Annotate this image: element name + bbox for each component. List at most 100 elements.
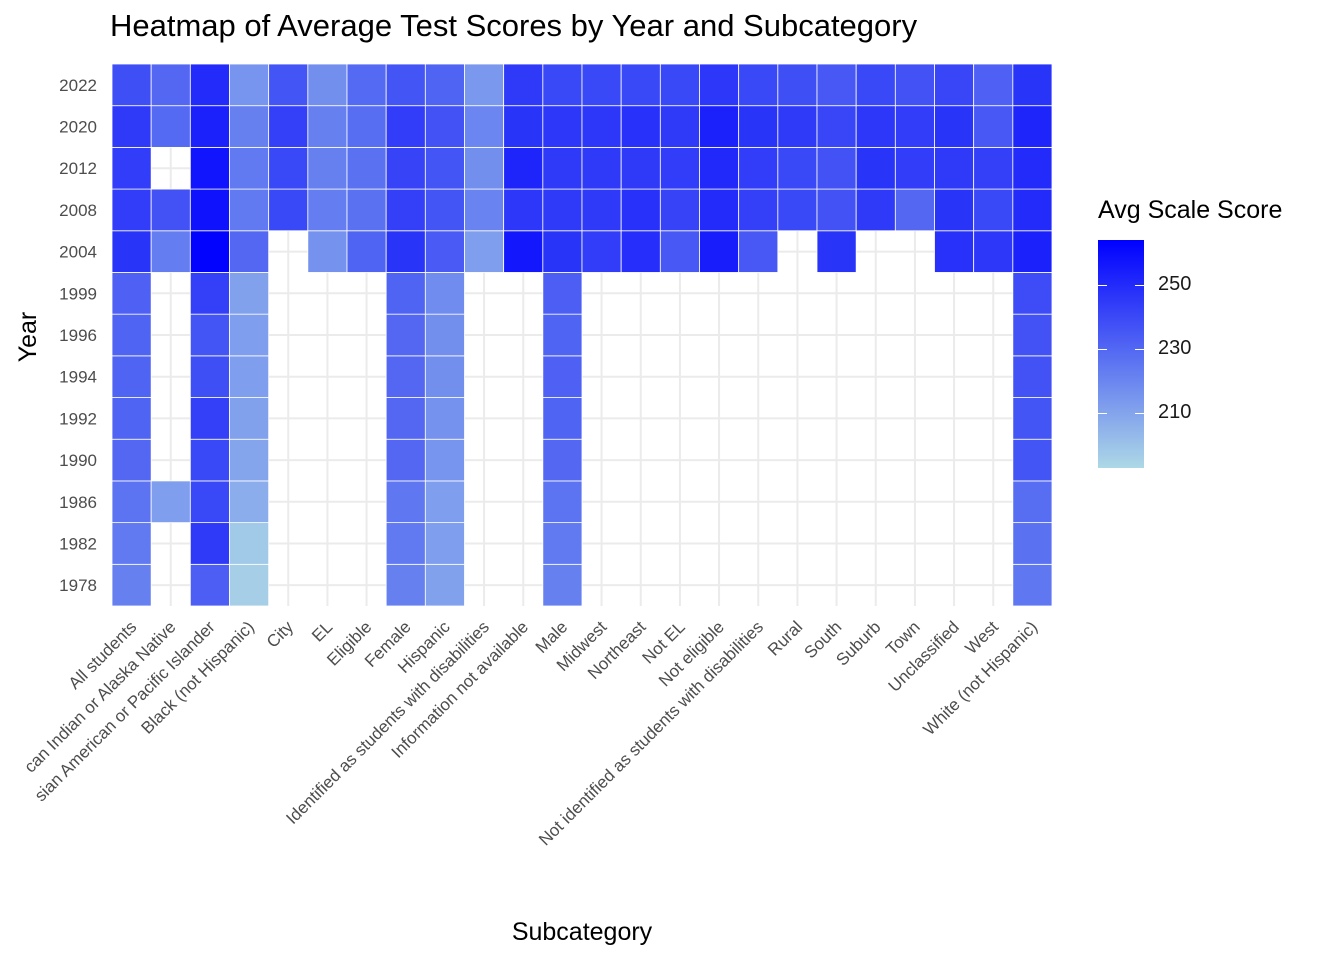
legend-title: Avg Scale Score [1098, 196, 1283, 224]
heatmap-cell [973, 230, 1014, 273]
heatmap-cell [542, 146, 583, 190]
heatmap-cell [934, 230, 975, 273]
heatmap-cell [1012, 563, 1053, 607]
y-tick-label: 1990 [59, 451, 97, 470]
heatmap-cell [464, 63, 505, 107]
heatmap-cell [620, 188, 661, 232]
heatmap-cell [111, 146, 152, 190]
heatmap-cell [111, 105, 152, 148]
heatmap-cell [424, 313, 465, 357]
heatmap-cell [424, 63, 465, 107]
heatmap-cell [111, 522, 152, 565]
heatmap-cell [738, 230, 779, 273]
y-tick-label: 2022 [59, 76, 97, 95]
heatmap-cell [307, 188, 348, 232]
heatmap-cell [385, 188, 426, 232]
heatmap-cell [934, 146, 975, 190]
heatmap-cell [464, 146, 505, 190]
heatmap-cell [542, 355, 583, 398]
heatmap-cell [189, 313, 230, 357]
heatmap-cell [620, 105, 661, 148]
heatmap-cell [307, 105, 348, 148]
heatmap-cell [268, 146, 309, 190]
legend-colorbar [1098, 240, 1144, 468]
heatmap-cell [1012, 63, 1053, 107]
x-tick-label: City [263, 617, 297, 651]
heatmap-cell [229, 230, 270, 273]
heatmap-cell [229, 272, 270, 315]
heatmap-cells [111, 63, 1053, 607]
heatmap-cell [1012, 188, 1053, 232]
heatmap-cell [111, 438, 152, 482]
legend-tick-label: 230 [1158, 337, 1192, 360]
heatmap-cell [111, 355, 152, 398]
heatmap-cell [189, 438, 230, 482]
heatmap-cell [542, 438, 583, 482]
heatmap-cell [699, 105, 740, 148]
heatmap-cell [973, 146, 1014, 190]
heatmap-cell [894, 146, 935, 190]
heatmap-cell [777, 146, 818, 190]
heatmap-cell [542, 313, 583, 357]
heatmap-cell [894, 105, 935, 148]
x-tick-label: Rural [764, 617, 806, 659]
heatmap-cell [699, 146, 740, 190]
heatmap-cell [268, 188, 309, 232]
heatmap-cell [385, 522, 426, 565]
heatmap-cell [385, 313, 426, 357]
heatmap-cell [855, 105, 896, 148]
heatmap-cell [620, 63, 661, 107]
heatmap-cell [542, 522, 583, 565]
heatmap-cell [503, 146, 544, 190]
heatmap-cell [229, 355, 270, 398]
heatmap-cell [385, 230, 426, 273]
heatmap-cell [424, 438, 465, 482]
heatmap-cell [424, 522, 465, 565]
heatmap-cell [111, 188, 152, 232]
heatmap-cell [816, 63, 857, 107]
heatmap-cell [1012, 397, 1053, 440]
heatmap-cell [229, 522, 270, 565]
heatmap-cell [542, 230, 583, 273]
heatmap-cell [229, 63, 270, 107]
heatmap-cell [111, 563, 152, 607]
heatmap-cell [777, 105, 818, 148]
heatmap-cell [542, 397, 583, 440]
heatmap-cell [934, 63, 975, 107]
heatmap-cell [855, 188, 896, 232]
heatmap-cell [229, 397, 270, 440]
heatmap-cell [150, 188, 191, 232]
heatmap-cell [542, 563, 583, 607]
legend-tick-label: 210 [1158, 401, 1192, 424]
heatmap-cell [111, 272, 152, 315]
heatmap-cell [189, 146, 230, 190]
heatmap-cell [816, 105, 857, 148]
heatmap-cell [1012, 146, 1053, 190]
x-tick-label: EL [308, 617, 336, 645]
heatmap-cell [189, 105, 230, 148]
y-tick-label: 2020 [59, 118, 97, 137]
heatmap-cell [307, 63, 348, 107]
heatmap-cell [581, 188, 622, 232]
heatmap-cell [503, 188, 544, 232]
heatmap-cell [659, 146, 700, 190]
heatmap-cell [777, 63, 818, 107]
heatmap-cell [111, 397, 152, 440]
heatmap-cell [973, 63, 1014, 107]
heatmap-cell [346, 105, 387, 148]
heatmap-cell [503, 105, 544, 148]
heatmap-cell [542, 188, 583, 232]
y-axis-title: Year [14, 312, 42, 363]
heatmap-cell [307, 230, 348, 273]
heatmap-cell [581, 63, 622, 107]
heatmap-cell [189, 480, 230, 524]
heatmap-cell [659, 230, 700, 273]
heatmap-cell [934, 188, 975, 232]
heatmap-cell [738, 188, 779, 232]
heatmap-cell [1012, 230, 1053, 273]
y-tick-label: 1992 [59, 409, 97, 428]
heatmap-cell [424, 355, 465, 398]
heatmap-cell [150, 105, 191, 148]
legend-tick-mark [1098, 413, 1107, 415]
